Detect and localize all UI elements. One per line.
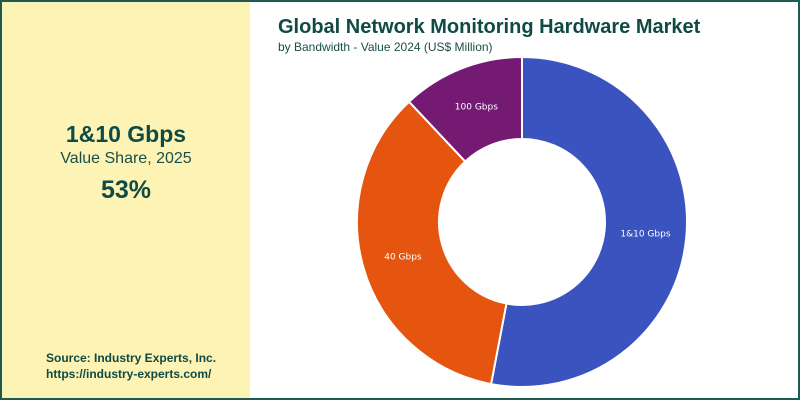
highlight-block: 1&10 Gbps Value Share, 2025 53%: [2, 120, 250, 208]
donut-slice-0: [489, 55, 688, 388]
donut-chart: 1&10 Gbps 40 Gbps 100 Gbps: [356, 55, 688, 388]
source-note: Source: Industry Experts, Inc. https://i…: [46, 350, 216, 382]
highlight-panel: 1&10 Gbps Value Share, 2025 53% Source: …: [2, 2, 250, 398]
donut-slice-2: [407, 55, 523, 163]
highlight-segment: 1&10 Gbps: [65, 121, 187, 147]
chart-subtitle: by Bandwidth - Value 2024 (US$ Million): [278, 40, 493, 54]
slice-label-2: 100 Gbps: [455, 103, 498, 113]
donut-slice-1: [356, 100, 508, 386]
slice-label-0: 1&10 Gbps: [620, 230, 670, 240]
source-line: Source: Industry Experts, Inc.: [46, 351, 217, 365]
highlight-label: Value Share, 2025: [60, 150, 192, 167]
chart-title: Global Network Monitoring Hardware Marke…: [278, 16, 701, 38]
highlight-value: 53%: [100, 176, 152, 204]
slice-label-1: 40 Gbps: [384, 253, 422, 263]
source-url[interactable]: https://industry-experts.com/: [46, 367, 212, 381]
